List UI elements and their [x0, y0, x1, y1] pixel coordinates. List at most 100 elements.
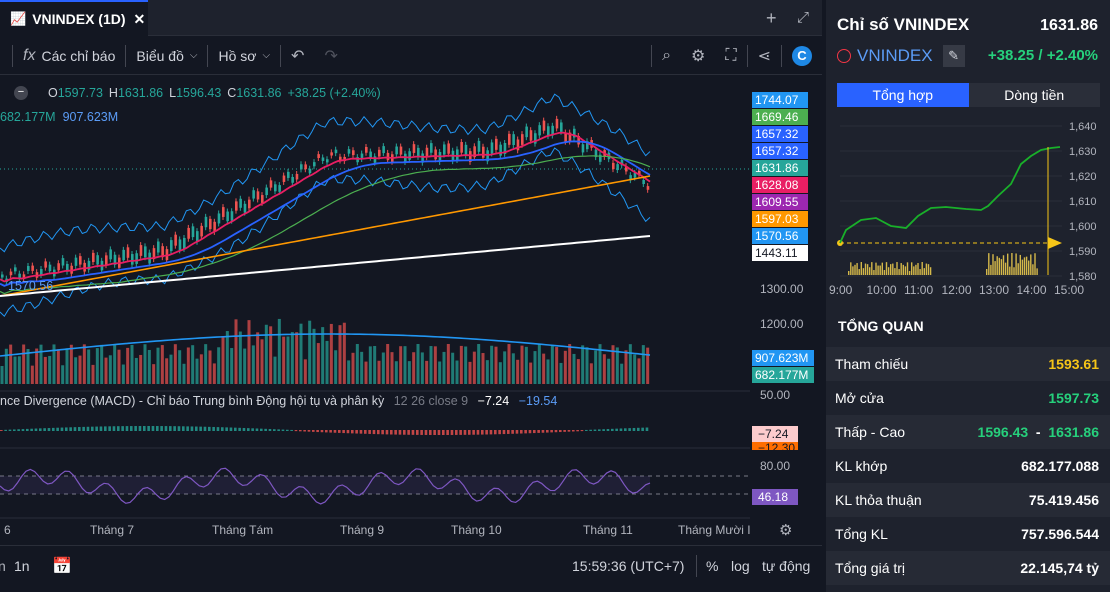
- macd-histogram-bar: [533, 430, 536, 434]
- macd-histogram-bar: [468, 430, 471, 435]
- overview-row: Thấp - Cao 1596.43 - 1631.86: [826, 415, 1110, 449]
- mini-volume-bar: [864, 263, 867, 275]
- overview-row: Tổng KL 757.596.544: [826, 517, 1110, 551]
- volume-bar: [186, 347, 190, 384]
- macd-histogram-bar: [212, 426, 215, 431]
- macd-histogram-bar: [303, 430, 306, 432]
- candle-body: [382, 146, 385, 154]
- macd-histogram-bar: [21, 429, 25, 431]
- undo-button[interactable]: ↶: [281, 37, 314, 75]
- quick-search-button[interactable]: ⌕: [652, 37, 681, 75]
- volume-bar: [633, 354, 637, 384]
- mini-x-label: 14:00: [1017, 283, 1047, 297]
- candle-body: [417, 147, 420, 157]
- indicators-button[interactable]: fx Các chỉ báo: [13, 37, 125, 75]
- gear-icon[interactable]: ⚙: [779, 522, 793, 539]
- candle-body: [343, 156, 346, 162]
- volume-bar: [39, 344, 43, 384]
- candle-body: [399, 146, 403, 155]
- candle-body: [31, 265, 34, 271]
- macd-histogram-bar: [346, 430, 350, 434]
- mini-volume-bar: [860, 262, 862, 275]
- mini-volume-bar: [858, 269, 860, 275]
- fullscreen-button[interactable]: ⛶: [715, 37, 746, 75]
- candle-body: [66, 263, 69, 272]
- volume-bar: [35, 348, 39, 384]
- share-button[interactable]: ⋖: [748, 37, 781, 75]
- volume-bar: [108, 355, 112, 384]
- chart-type-dropdown[interactable]: Biểu đồ ⌵: [126, 37, 207, 75]
- volume-bar: [490, 345, 494, 384]
- macd-histogram-bar: [394, 430, 397, 435]
- date-range-icon[interactable]: 📅: [52, 557, 72, 575]
- log-button[interactable]: log: [731, 557, 750, 574]
- panel-tabs: Tổng hợp Dòng tiền: [837, 83, 1100, 107]
- volume-bar: [624, 350, 628, 384]
- macd-histogram-bar: [333, 430, 337, 433]
- macd-histogram-bar: [624, 428, 627, 431]
- candle-body: [568, 132, 572, 142]
- candle-body: [269, 180, 273, 188]
- auto-button[interactable]: tự động: [762, 557, 811, 574]
- volume-bar: [338, 325, 342, 384]
- range-1y-button[interactable]: 1n: [14, 557, 30, 574]
- macd-histogram-bar: [628, 428, 631, 431]
- volume-bar: [607, 358, 611, 384]
- expand-icon[interactable]: ⤢: [797, 9, 810, 26]
- plus-icon[interactable]: +: [766, 8, 777, 28]
- macd-histogram-bar: [606, 429, 610, 431]
- percent-button[interactable]: %: [706, 557, 719, 574]
- macd-histogram-bar: [576, 430, 579, 432]
- mini-volume-bar: [890, 264, 892, 275]
- indicators-label: Các chỉ báo: [41, 47, 116, 64]
- price-tag: 1597.03: [752, 211, 808, 227]
- tab-money-flow[interactable]: Dòng tiền: [1004, 87, 1065, 103]
- candle-body: [74, 257, 78, 266]
- price-axis-label: 1200.00: [760, 317, 804, 331]
- macd-histogram-bar: [463, 430, 467, 435]
- close-icon[interactable]: ✕: [133, 10, 146, 27]
- macd-histogram-bar: [385, 430, 389, 435]
- volume-bar: [126, 347, 130, 384]
- candle-body: [105, 255, 108, 266]
- volume-bar: [178, 350, 182, 384]
- overview-row: Tổng giá trị 22.145,74 tỷ: [826, 551, 1110, 585]
- volume-bar: [43, 356, 47, 384]
- candle-body: [48, 264, 52, 272]
- volume-bar: [277, 318, 281, 384]
- time-axis[interactable]: g 6 Tháng 7 Tháng Tám Tháng 9 Tháng 10 T…: [0, 518, 822, 542]
- tab-summary[interactable]: Tổng hợp: [837, 83, 969, 107]
- chart-tab[interactable]: 📈 VNINDEX (1D) ✕: [0, 0, 148, 36]
- profile-dropdown[interactable]: Hồ sơ ⌵: [208, 37, 280, 75]
- brand-button[interactable]: C: [782, 37, 822, 75]
- macd-histogram-bar: [229, 427, 233, 431]
- price-chart[interactable]: [0, 76, 750, 546]
- candle-body: [326, 159, 329, 163]
- macd-histogram-bar: [8, 429, 12, 431]
- overview-row: Mở cửa 1597.73: [826, 381, 1110, 415]
- volume-tag: 682.177M: [752, 367, 814, 383]
- candle-body: [633, 172, 637, 178]
- candle-body: [490, 142, 494, 154]
- volume-bar: [82, 344, 86, 384]
- collapse-icon[interactable]: −: [14, 86, 28, 100]
- edit-icon[interactable]: ✎: [942, 45, 965, 67]
- macd-histogram-bar: [208, 426, 211, 431]
- mini-y-label: 1,610: [1069, 196, 1097, 208]
- mini-y-label: 1,600: [1069, 221, 1097, 233]
- settings-button[interactable]: ⚙: [681, 37, 715, 75]
- range-prev[interactable]: n: [0, 557, 6, 574]
- macd-signal-value: −19.54: [518, 394, 558, 408]
- candle-body: [122, 249, 125, 261]
- redo-button[interactable]: ↷: [314, 37, 347, 75]
- chart-type-label: Biểu đồ: [136, 47, 184, 64]
- volume-bar: [225, 331, 229, 384]
- macd-histogram-bar: [69, 427, 72, 431]
- brand-logo-icon: C: [792, 45, 812, 66]
- macd-histogram-bar: [307, 430, 311, 432]
- candle-body: [356, 157, 359, 163]
- volume-bar: [329, 323, 333, 384]
- candle-body: [300, 164, 303, 170]
- moving-average-line: [0, 131, 651, 283]
- symbol-row[interactable]: VNINDEX ✎: [837, 45, 965, 67]
